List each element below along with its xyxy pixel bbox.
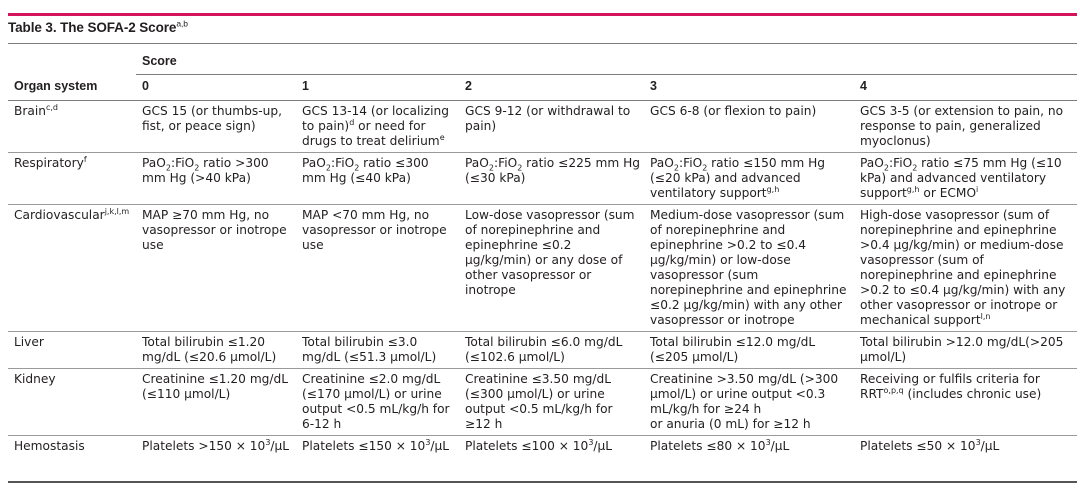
- footnote-marker: f: [83, 154, 87, 164]
- footnote-marker: j,k,l,m: [104, 206, 130, 216]
- score-cell-1: Creatinine ≤2.0 mg/dL (≤170 μmol/L) or u…: [296, 368, 459, 436]
- score-cell-4: GCS 3-5 (or extension to pain, no respon…: [854, 100, 1078, 153]
- score-cell-2: Platelets ≤100 × 103/μL: [465, 437, 613, 453]
- organ-system-cell: Respiratoryf: [8, 152, 136, 205]
- score-cell-2: Total bilirubin ≤6.0 mg/dL (≤102.6 μmol/…: [459, 331, 644, 369]
- accent-top-rule: [8, 13, 1077, 16]
- score-cell-0: Total bilirubin ≤1.20 mg/dL (≤20.6 μmol/…: [136, 331, 296, 369]
- table-row: Liver Total bilirubin ≤1.20 mg/dL (≤20.6 …: [8, 331, 1078, 369]
- score-column-header-1: 1: [296, 74, 459, 101]
- score-cell-1: GCS 13-14 (or localizing to pain)d or ne…: [296, 100, 459, 153]
- subscript: 2: [702, 163, 708, 173]
- score-cell-2: Creatinine ≤3.50 mg/dL (≤300 μmol/L) or …: [459, 368, 644, 436]
- score-cell-0: MAP ≥70 mm Hg, no vasopressor or inotrop…: [136, 204, 296, 332]
- organ-system-cell: Brainc,d: [8, 100, 136, 153]
- subscript: 2: [488, 163, 494, 173]
- score-group-header: Score: [136, 53, 1078, 75]
- score-cell-0: Creatinine ≤1.20 mg/dL (≤110 μmol/L): [136, 368, 296, 436]
- score-cell-1: Total bilirubin ≤3.0 mg/dL (≤51.3 μmol/L…: [296, 331, 459, 369]
- organ-system-cell: Kidney: [8, 368, 136, 436]
- organ-system-header: Organ system: [8, 74, 136, 101]
- subscript: 2: [165, 163, 171, 173]
- table-row: Cardiovascularj,k,l,m MAP ≥70 mm Hg, no v…: [8, 204, 1078, 332]
- score-column-header-0: 0: [136, 74, 296, 101]
- score-cell-3: Platelets ≤80 × 103/μL: [650, 437, 790, 453]
- subscript: 2: [194, 163, 200, 173]
- subscript: 2: [673, 163, 679, 173]
- score-cell-4: High-dose vasopressor (sum of norepineph…: [854, 204, 1078, 332]
- header-spacer: [8, 53, 136, 75]
- table-row: Brainc,d GCS 15 (or thumbs-up, fist, or p…: [8, 100, 1078, 153]
- subscript: 2: [912, 163, 918, 173]
- score-cell-2: Low-dose vasopressor (sum of norepinephr…: [459, 204, 644, 332]
- footnote-marker: g,h: [766, 184, 780, 194]
- footnote-marker: g,h: [906, 184, 920, 194]
- footnote-marker: o,p,q: [883, 385, 904, 395]
- score-cell-0: Platelets >150 × 103/μL: [142, 437, 290, 453]
- score-cell-3: Medium-dose vasopressor (sum of norepine…: [644, 204, 854, 332]
- footnote-marker: 3: [765, 437, 771, 447]
- score-column-header-2: 2: [459, 74, 644, 101]
- footnote-marker: 3: [425, 437, 431, 447]
- subscript: 2: [883, 163, 889, 173]
- caption-rule: [8, 43, 1077, 44]
- footnote-marker: 3: [588, 437, 594, 447]
- subscript: 2: [325, 163, 331, 173]
- score-cell-3: PaO2:FiO2 ratio ≤150 mm Hg (≤20 kPa) and…: [644, 152, 854, 205]
- organ-system-cell: Hemostasis: [14, 439, 85, 453]
- organ-system-cell: Liver: [8, 331, 136, 369]
- table-row: Kidney Creatinine ≤1.20 mg/dL (≤110 μmol/…: [8, 368, 1078, 436]
- score-cell-2: PaO2:FiO2 ratio ≤225 mm Hg (≤30 kPa): [459, 152, 644, 205]
- table-title-footnote: a,b: [176, 18, 188, 29]
- score-cell-0: PaO2:FiO2 ratio >300 mm Hg (>40 kPa): [136, 152, 296, 205]
- footnote-marker: l,n: [980, 311, 991, 321]
- table-body: Brainc,d GCS 15 (or thumbs-up, fist, or p…: [8, 100, 1078, 458]
- score-cell-0: GCS 15 (or thumbs-up, fist, or peace sig…: [136, 100, 296, 153]
- footnote-marker: d: [349, 117, 355, 127]
- score-cell-1: PaO2:FiO2 ratio ≤300 mm Hg (≤40 kPa): [296, 152, 459, 205]
- score-cell-4: Total bilirubin >12.0 mg/dL(>205 μmol/L): [854, 331, 1078, 369]
- table-caption: Table 3. The SOFA-2 Scorea,b: [8, 18, 188, 35]
- table-row: Respiratoryf PaO2:FiO2 ratio >300 mm Hg (…: [8, 152, 1078, 205]
- subscript: 2: [354, 163, 360, 173]
- footnote-marker: c,d: [45, 102, 58, 112]
- score-cell-4: Platelets ≤50 × 103/μL: [860, 437, 1000, 453]
- score-cell-4: PaO2:FiO2 ratio ≤75 mm Hg (≤10 kPa) and …: [854, 152, 1078, 205]
- score-cell-1: MAP <70 mm Hg, no vasopressor or inotrop…: [296, 204, 459, 332]
- footnote-marker: 3: [265, 437, 271, 447]
- score-cell-2: GCS 9-12 (or withdrawal to pain): [459, 100, 644, 153]
- score-column-header-4: 4: [854, 74, 1078, 101]
- score-cell-3: GCS 6-8 (or flexion to pain): [644, 100, 854, 153]
- bottom-rule: [8, 481, 1077, 483]
- score-cell-1: Platelets ≤150 × 103/μL: [302, 437, 450, 453]
- table-row: Hemostasis Platelets >150 × 103/μL Platele…: [8, 436, 1077, 458]
- table-title: Table 3. The SOFA-2 Score: [8, 20, 177, 35]
- footnote-marker: 3: [975, 437, 981, 447]
- score-cell-3: Creatinine >3.50 mg/dL (>300 μmol/L) or …: [644, 368, 854, 436]
- score-header-row: Score: [8, 53, 1078, 75]
- subscript: 2: [517, 163, 523, 173]
- score-cell-4: Receiving or fulfils criteria for RRTo,p…: [854, 368, 1078, 436]
- score-cell-3: Total bilirubin ≤12.0 mg/dL (≤205 μmol/L…: [644, 331, 854, 369]
- footnote-marker: i: [976, 184, 979, 194]
- footnote-marker: e: [439, 132, 445, 142]
- score-column-header-3: 3: [644, 74, 854, 101]
- organ-system-cell: Cardiovascularj,k,l,m: [8, 204, 136, 332]
